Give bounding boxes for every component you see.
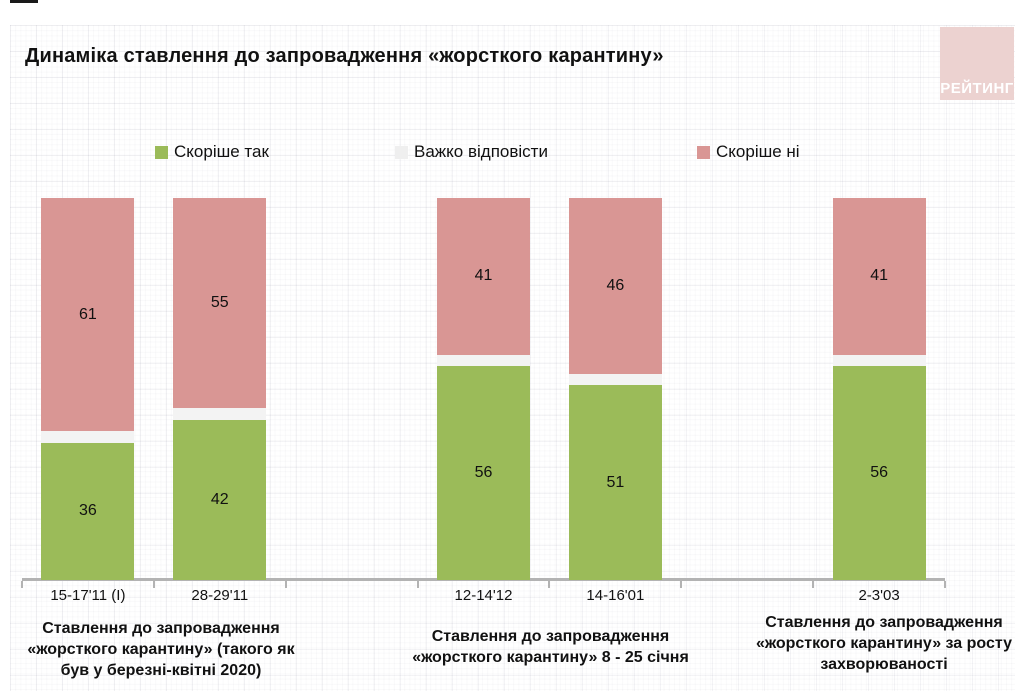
group-caption-march-april-2020: Ставлення до запровадження «жорсткого ка… — [27, 620, 295, 679]
bar-segment-0-category-4: 56 — [832, 366, 926, 580]
bar-segment-2-category-0: 61 — [41, 198, 135, 431]
axis-tick — [416, 581, 419, 588]
segment-value-label: 36 — [78, 502, 97, 520]
bar-segment-2-category-1: 55 — [173, 198, 267, 409]
segment-value-label: 42 — [210, 490, 229, 508]
legend-swatch-white — [395, 145, 408, 159]
segment-value-label: 56 — [474, 464, 493, 482]
bar-segment-0-category-2: 56 — [437, 366, 530, 580]
axis-tick — [21, 581, 23, 588]
rating-logo: РЕЙТИНГ — [940, 27, 1014, 100]
category-label: 28-29'11 — [191, 587, 249, 604]
bar-segment-1-category-2 — [437, 354, 530, 367]
top-left-dash — [10, 0, 38, 3]
segment-value-label: 55 — [210, 294, 229, 312]
legend-label: Скоріше так — [174, 142, 269, 161]
category-label: 12-14'12 — [454, 587, 513, 604]
category-label: 15-17'11 (I) — [50, 587, 126, 604]
axis-tick — [680, 581, 683, 588]
bar-segment-2-category-3: 46 — [568, 198, 662, 374]
bar-segment-2-category-4: 41 — [832, 198, 926, 355]
chart-title: Динаміка ставлення до запровадження «жор… — [25, 45, 664, 67]
segment-value-label: 51 — [606, 473, 625, 491]
bar-segment-1-category-4 — [832, 354, 926, 367]
axis-tick — [284, 581, 287, 588]
category-label: 14-16'01 — [586, 587, 645, 604]
group-caption-january-8-25: Ставлення до запровадження «жорсткого ка… — [412, 628, 689, 666]
legend-label: Скоріше ні — [716, 142, 800, 161]
bar-segment-0-category-0: 36 — [41, 442, 135, 580]
category-label: 2-3'03 — [858, 587, 900, 604]
bar-segment-1-category-1 — [173, 408, 267, 420]
group-caption-rising-incidence: Ставлення до запровадження «жорсткого ка… — [755, 614, 1013, 673]
segment-value-label: 41 — [474, 267, 493, 285]
axis-tick — [152, 581, 155, 588]
legend-item-hard-to-answer: Важко відповісти — [395, 142, 548, 162]
legend-label: Важко відповісти — [414, 142, 548, 161]
bar-segment-1-category-3 — [568, 373, 662, 386]
bar-segment-0-category-1: 42 — [173, 419, 267, 580]
legend-swatch-green — [155, 145, 168, 159]
legend-item-rather-yes: Скоріше так — [155, 142, 269, 162]
axis-tick — [548, 581, 551, 588]
segment-value-label: 61 — [78, 305, 97, 323]
rating-logo-text: РЕЙТИНГ — [940, 80, 1014, 97]
legend-swatch-pink — [697, 145, 710, 159]
axis-tick — [812, 581, 815, 588]
segment-value-label: 46 — [606, 276, 625, 294]
legend-item-rather-no: Скоріше ні — [697, 142, 800, 162]
segment-value-label: 56 — [870, 464, 888, 482]
bar-segment-1-category-0 — [41, 431, 135, 443]
bar-segment-0-category-3: 51 — [568, 385, 662, 580]
bar-segment-2-category-2: 41 — [437, 198, 530, 355]
segment-value-label: 41 — [870, 267, 888, 285]
axis-tick — [944, 581, 946, 588]
